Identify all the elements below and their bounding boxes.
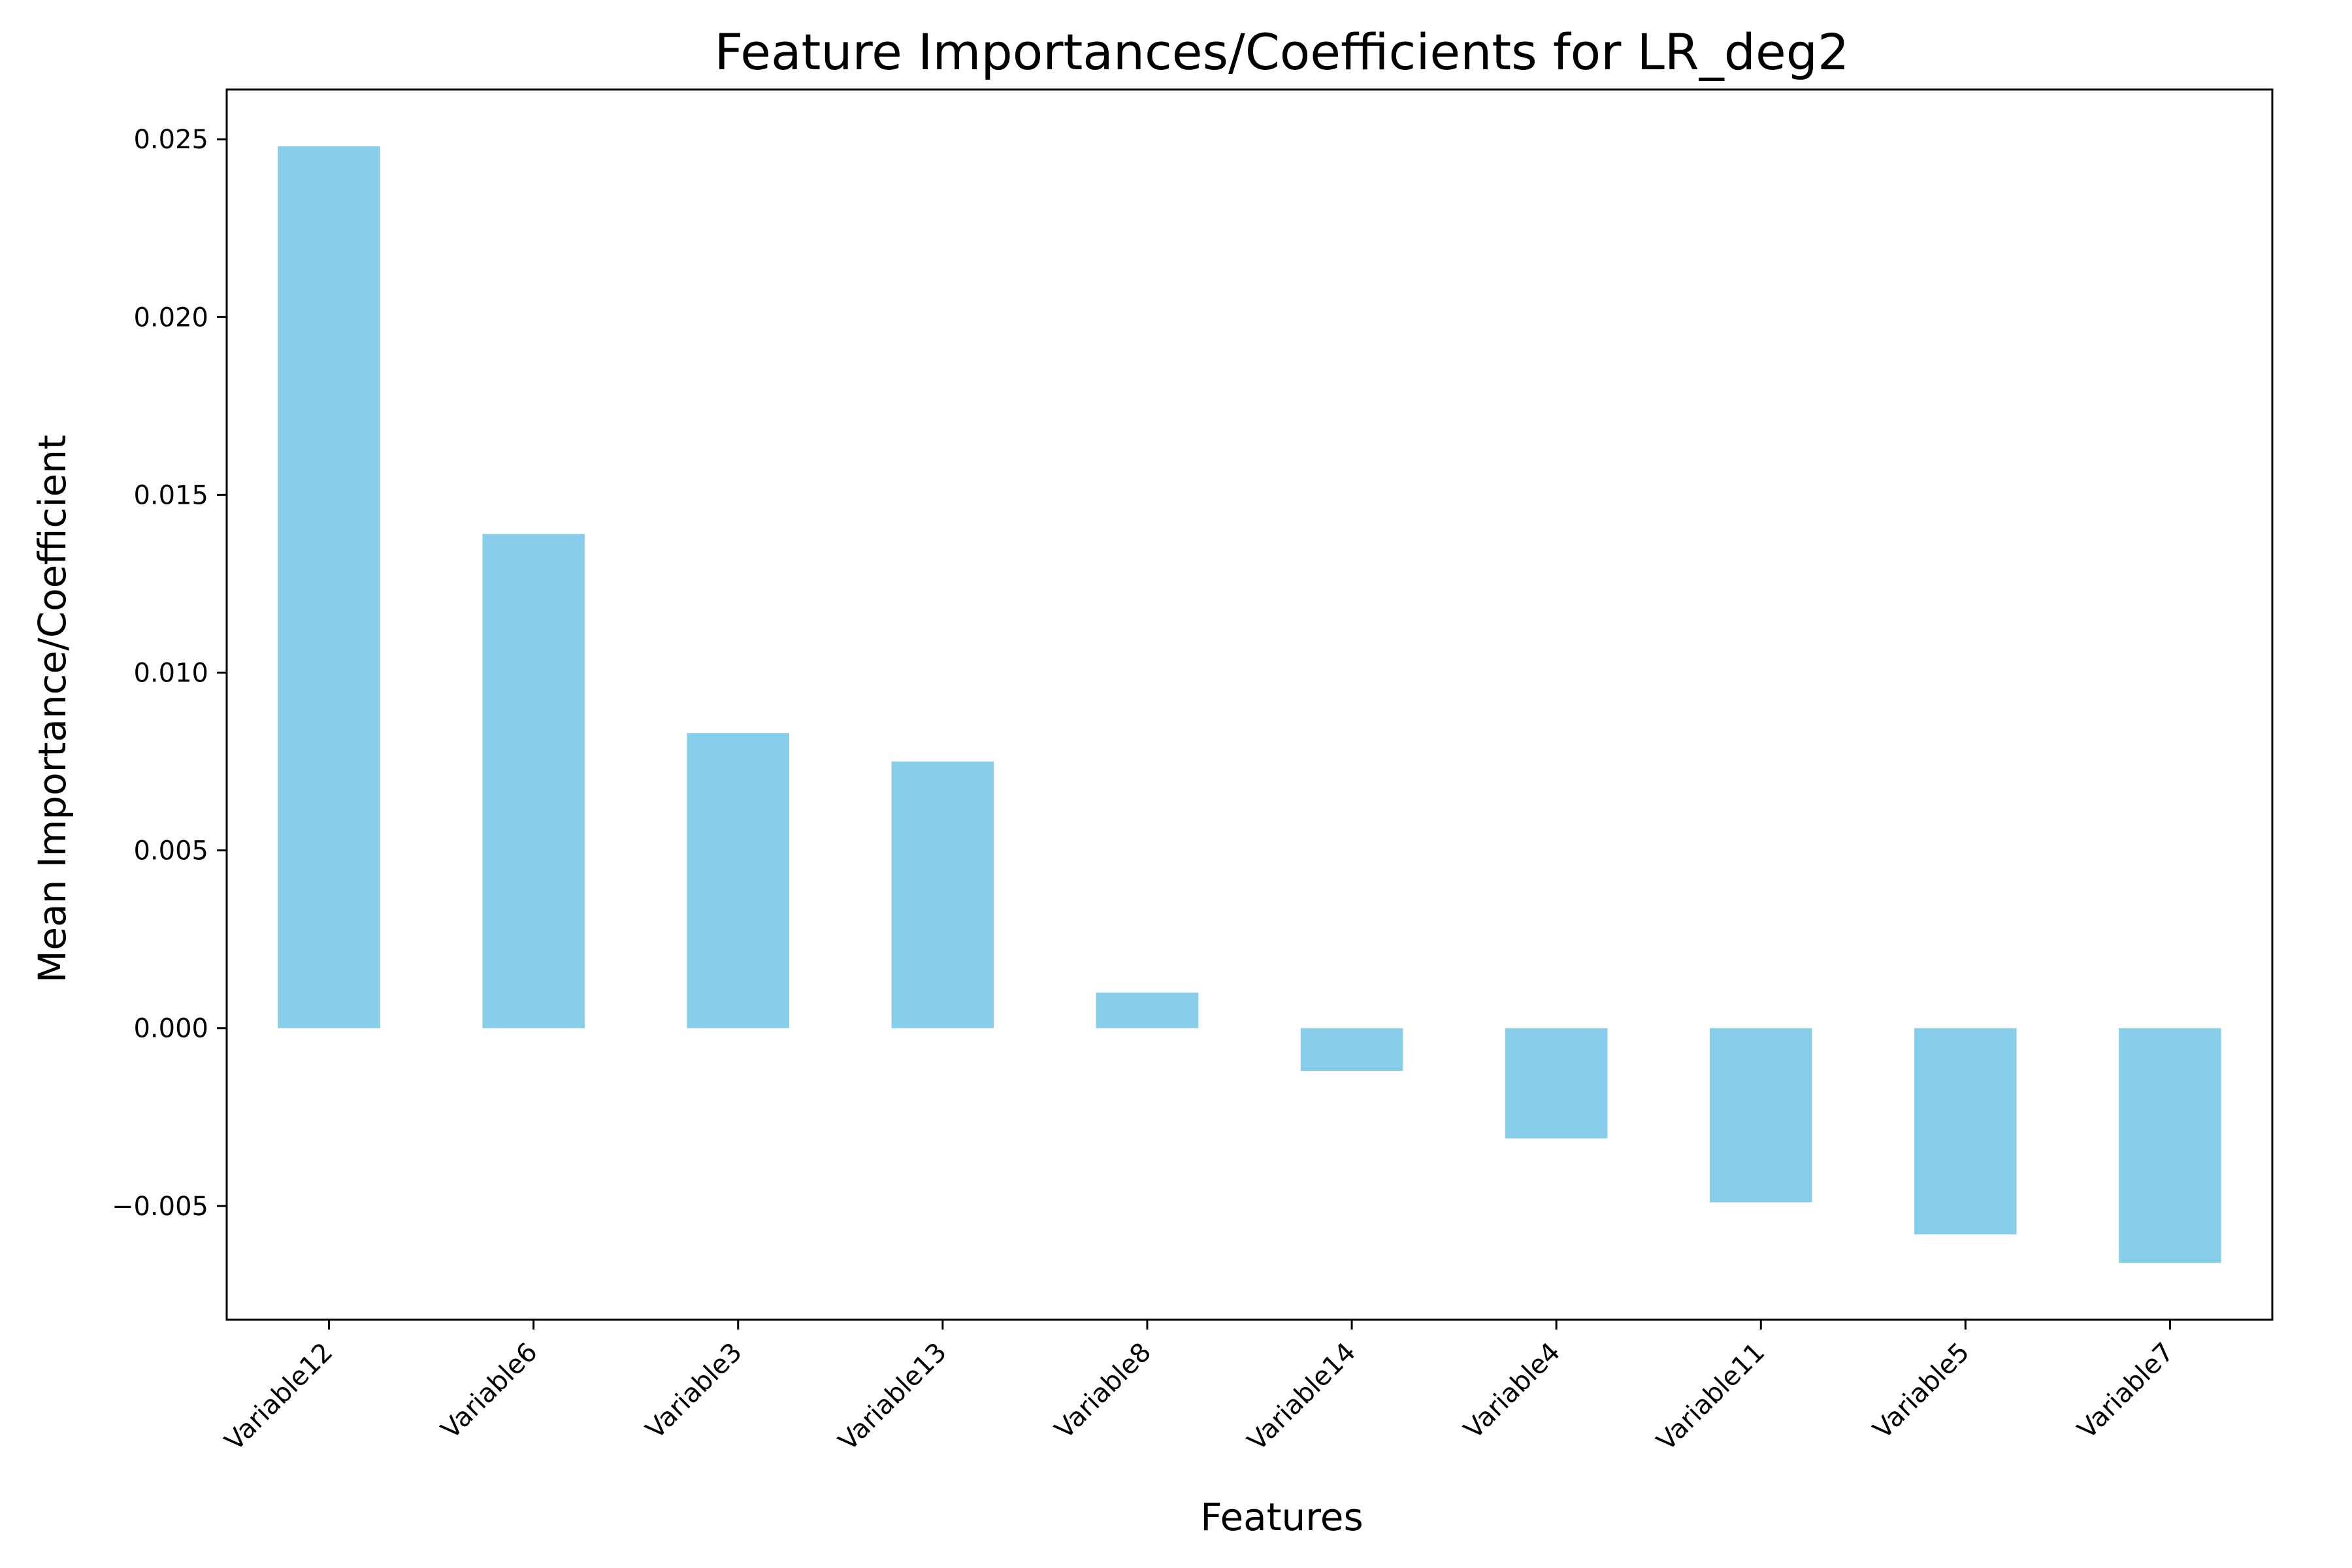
y-axis-ticks: −0.005 0.000 0.005 0.010 0.015 0.020 0.025 bbox=[112, 125, 227, 1222]
y-tick-label: −0.005 bbox=[112, 1192, 208, 1222]
bar bbox=[1300, 1028, 1403, 1071]
bars-layer bbox=[278, 146, 2221, 1263]
y-tick-label: 0.020 bbox=[133, 302, 208, 333]
bar bbox=[1709, 1028, 1812, 1203]
y-tick-label: 0.015 bbox=[133, 480, 208, 510]
bar bbox=[1096, 992, 1199, 1028]
bar bbox=[1505, 1028, 1608, 1139]
y-tick-label: 0.000 bbox=[133, 1014, 208, 1044]
y-axis-label: Mean Importance/Coefficient bbox=[30, 434, 74, 983]
y-tick-label: 0.010 bbox=[133, 659, 208, 689]
x-axis-label: Features bbox=[1200, 1495, 1363, 1539]
bar bbox=[278, 146, 380, 1028]
y-tick-label: 0.025 bbox=[133, 125, 208, 155]
bar bbox=[687, 733, 790, 1028]
chart-title: Feature Importances/Coefficients for LR_… bbox=[715, 23, 1850, 81]
bar bbox=[1914, 1028, 2017, 1235]
y-tick-label: 0.005 bbox=[133, 836, 208, 866]
bar bbox=[891, 761, 994, 1028]
bar bbox=[2119, 1028, 2221, 1263]
bar bbox=[482, 534, 585, 1028]
plot-frame bbox=[225, 88, 2274, 1321]
